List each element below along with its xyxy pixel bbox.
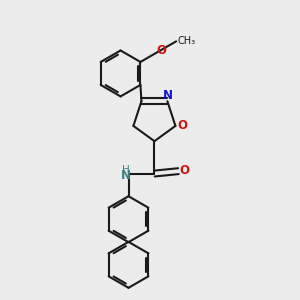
Text: O: O [179,164,189,177]
Text: N: N [121,169,131,182]
Text: O: O [177,119,187,132]
Text: H: H [122,165,130,175]
Text: CH₃: CH₃ [178,36,196,46]
Text: N: N [163,89,173,102]
Text: O: O [157,44,166,57]
